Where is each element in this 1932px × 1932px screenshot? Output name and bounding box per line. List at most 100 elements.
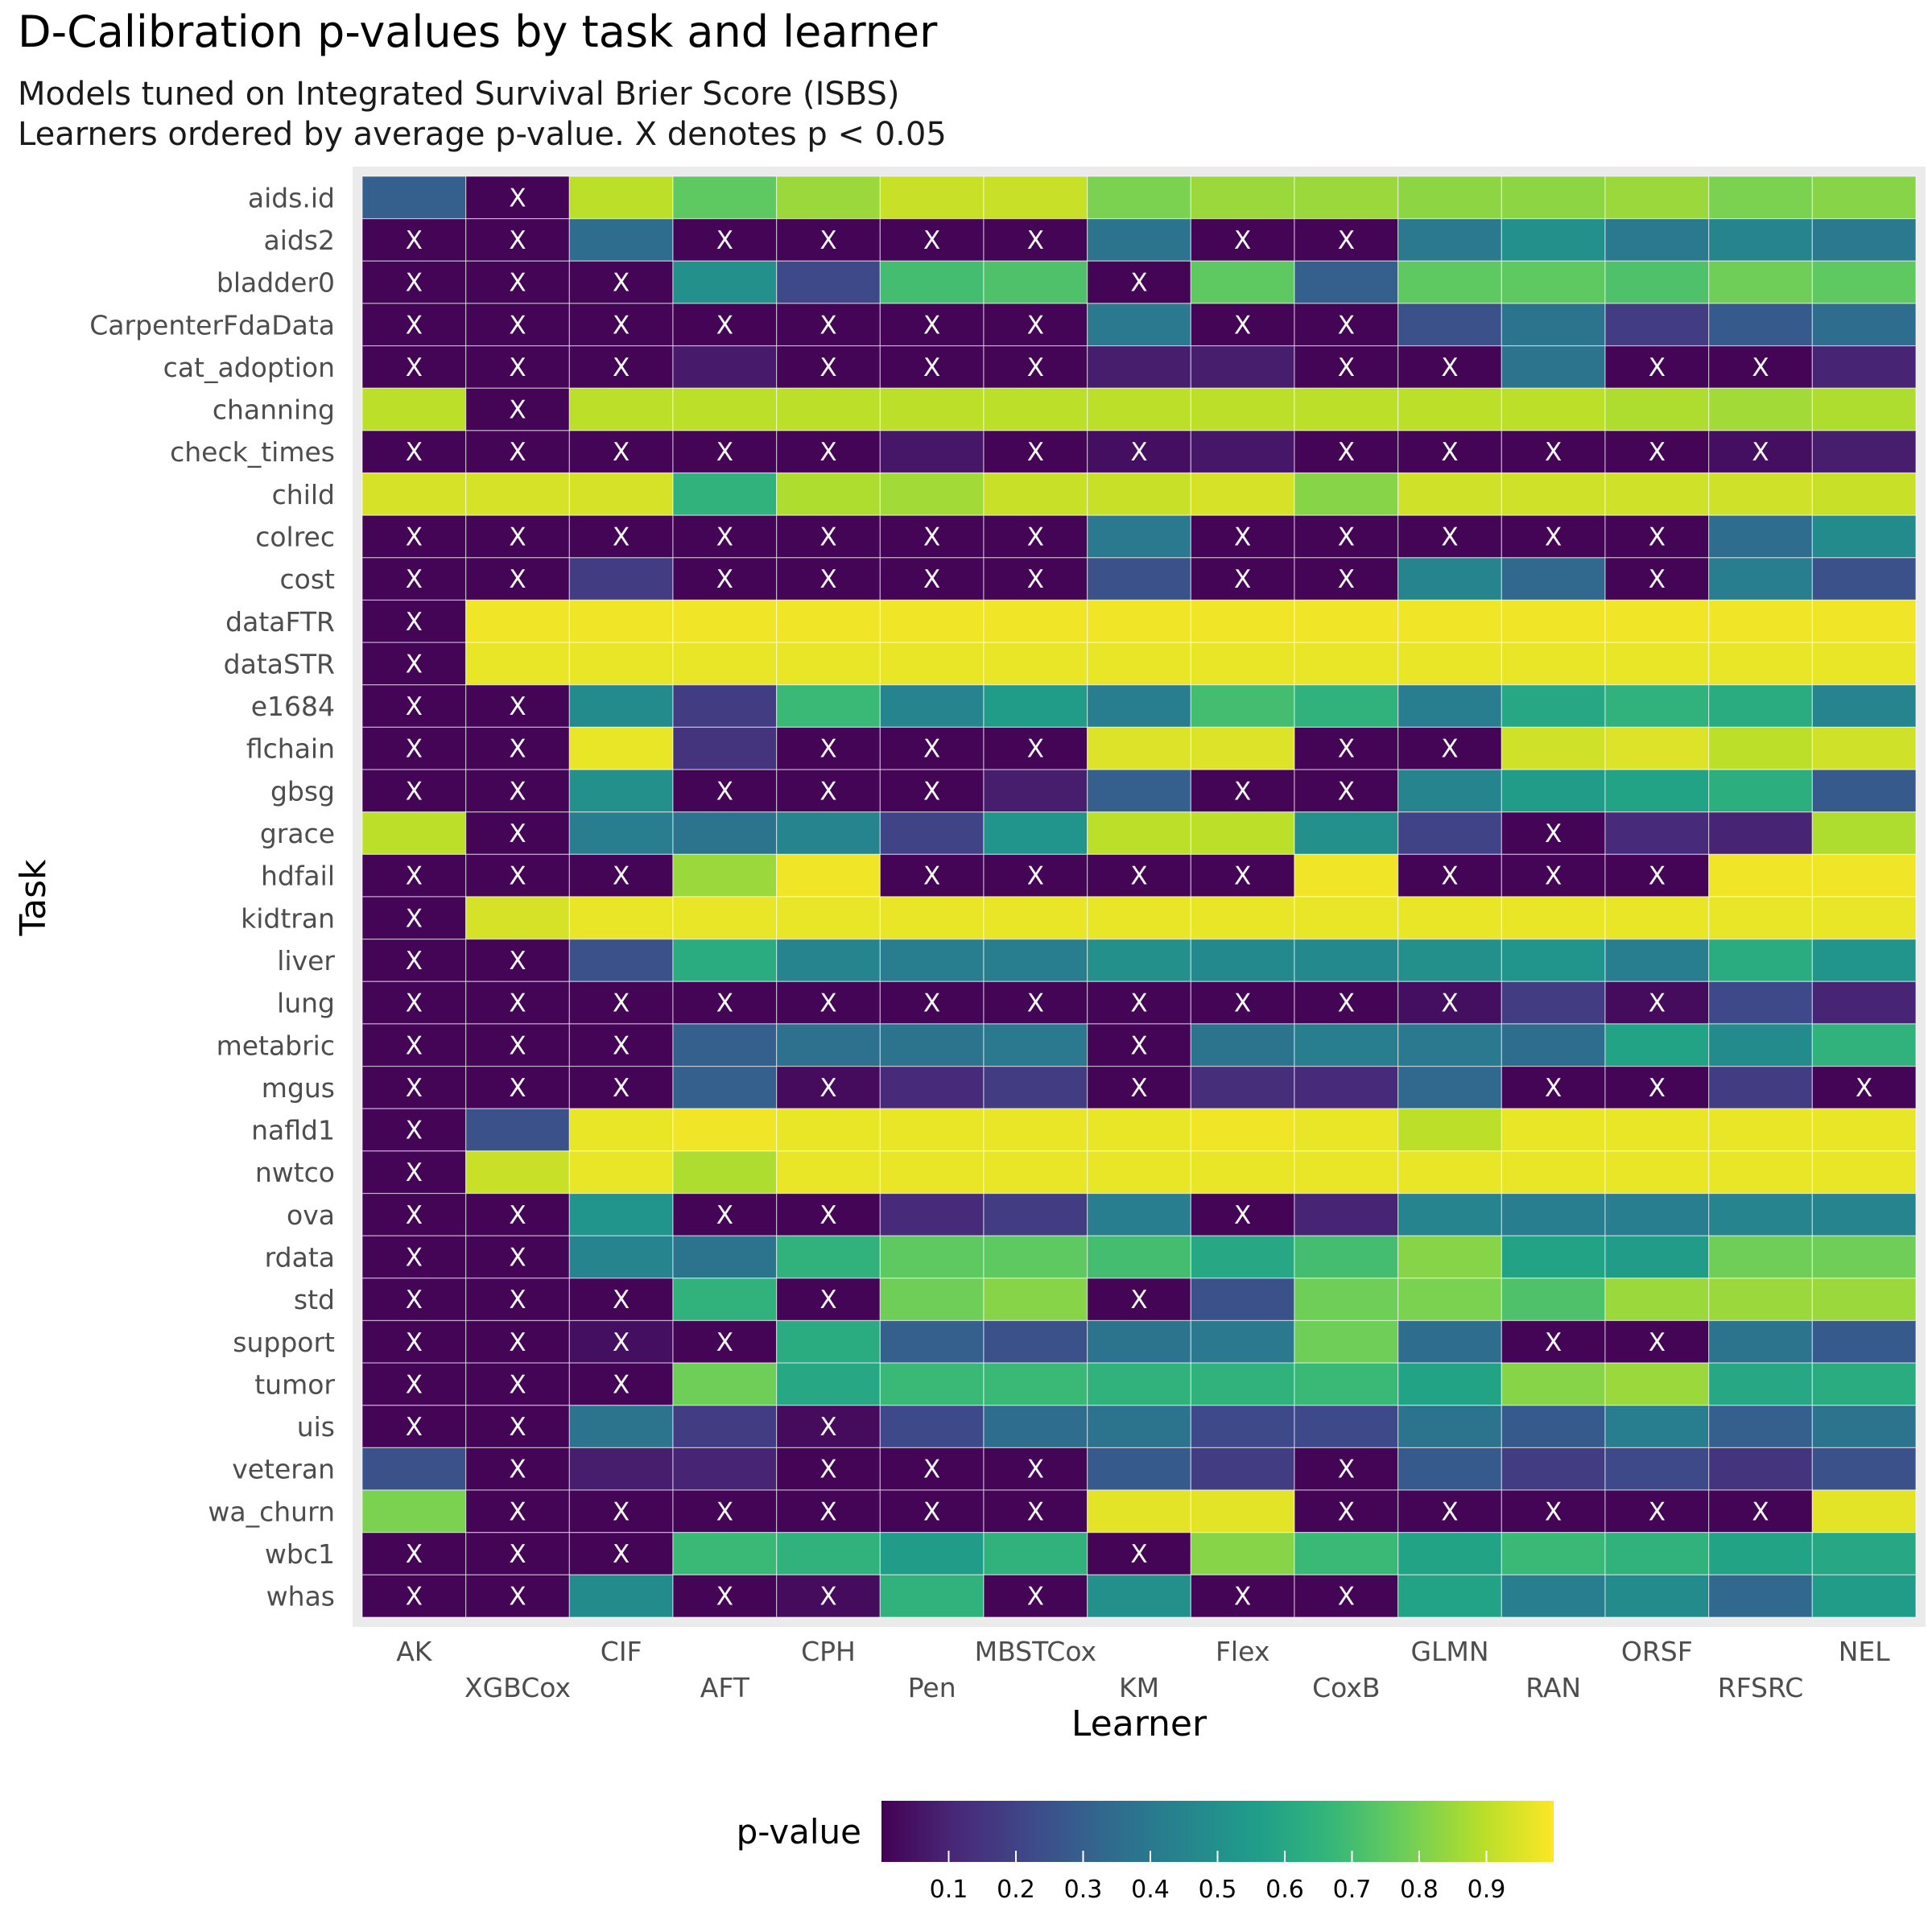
heatmap-cell [568, 853, 674, 898]
y-tick-label: aids.id [248, 182, 335, 213]
heatmap-cell [672, 1574, 778, 1618]
heatmap-cell [1190, 1447, 1295, 1491]
y-tick-label: cat_adoption [163, 352, 335, 383]
x-tick-label: AK [396, 1636, 433, 1667]
significance-marker: X [819, 226, 836, 255]
significance-marker: X [819, 735, 836, 764]
heatmap-cell [361, 514, 467, 559]
heatmap-cell [1501, 260, 1606, 304]
significance-marker: X [509, 819, 526, 848]
heatmap-cell [1294, 1319, 1399, 1364]
heatmap-cell [1811, 939, 1917, 982]
heatmap-cell [465, 1108, 570, 1152]
heatmap-cell [1501, 642, 1606, 686]
heatmap-cell [1811, 430, 1917, 474]
significance-marker: X [1338, 1497, 1355, 1526]
significance-marker: X [406, 777, 423, 806]
y-tick-label: bladder0 [217, 267, 335, 299]
significance-marker: X [1338, 353, 1355, 382]
heatmap-cell [672, 599, 778, 643]
heatmap-cell [1604, 345, 1710, 389]
significance-marker: X [1027, 523, 1044, 552]
heatmap-cell [1708, 514, 1813, 559]
heatmap-cell [361, 599, 467, 643]
heatmap-cell [672, 769, 778, 813]
significance-marker: X [1545, 1074, 1562, 1103]
heatmap-cell [1087, 769, 1191, 813]
heatmap-cell [1087, 1489, 1191, 1534]
heatmap-cell [1501, 1447, 1606, 1491]
heatmap-cell [465, 1532, 570, 1575]
heatmap-cell [568, 1150, 674, 1195]
heatmap-cell [361, 1065, 467, 1109]
significance-marker: X [1338, 438, 1355, 467]
significance-marker: X [716, 1497, 733, 1526]
significance-marker: X [1752, 438, 1769, 467]
color-legend: p-value 0.1 0.2 0.3 0.4 0.5 0.6 0.7 0.8 0.9 [737, 1801, 1554, 1904]
y-tick-label: rdata [265, 1242, 335, 1274]
heatmap-cell [1501, 175, 1606, 220]
heatmap-cell [465, 642, 570, 686]
heatmap-cell [1604, 472, 1710, 516]
heatmap-cell [1708, 218, 1813, 262]
heatmap-cell [1397, 218, 1502, 262]
significance-marker: X [1441, 353, 1458, 382]
heatmap-cell [568, 218, 674, 262]
significance-marker: X [406, 1540, 423, 1569]
heatmap-cell [361, 387, 467, 431]
heatmap-cell [776, 1489, 881, 1534]
heatmap-cell [983, 557, 1088, 601]
heatmap-cell [1501, 1278, 1606, 1322]
heatmap-cell [672, 853, 778, 898]
heatmap-cell [1294, 1447, 1399, 1491]
legend-tick-label: 0.1 [930, 1876, 968, 1904]
heatmap-cell [1190, 260, 1295, 304]
heatmap-cell [1604, 1362, 1710, 1406]
heatmap-cell [1604, 939, 1710, 982]
y-tick-label: tumor [254, 1368, 335, 1400]
significance-marker: X [1338, 777, 1355, 806]
heatmap-cell [1087, 1362, 1191, 1406]
heatmap-cell [1708, 684, 1813, 729]
heatmap-cell [568, 175, 674, 220]
heatmap-cell [879, 472, 985, 516]
heatmap-cell [1708, 1319, 1813, 1364]
heatmap-cell [672, 345, 778, 389]
heatmap-cell [776, 1362, 881, 1406]
heatmap-cell [568, 430, 674, 474]
chart-subtitle-line-2: Learners ordered by average p-value. X d… [18, 116, 947, 153]
heatmap-cell [1811, 387, 1917, 431]
x-axis-title: Learner [1071, 1703, 1208, 1744]
heatmap-cell [1087, 896, 1191, 940]
y-tick-label: whas [266, 1581, 335, 1612]
heatmap-cell [361, 1362, 467, 1406]
heatmap-cell [465, 1405, 570, 1449]
heatmap-cell [672, 1108, 778, 1152]
y-tick-label: metabric [217, 1030, 335, 1061]
heatmap-cell [983, 1150, 1088, 1195]
y-tick-label: colrec [255, 522, 335, 553]
heatmap-cell [672, 303, 778, 347]
heatmap-cell [465, 514, 570, 559]
heatmap-cell [1397, 387, 1502, 431]
heatmap-cell [1501, 726, 1606, 770]
heatmap-cell [1087, 1405, 1191, 1449]
significance-marker: X [1027, 353, 1044, 382]
heatmap-cell [1087, 472, 1191, 516]
heatmap-cell [983, 472, 1088, 516]
heatmap-cell [1501, 430, 1606, 474]
heatmap-cell [1294, 175, 1399, 220]
significance-marker: X [1234, 523, 1251, 552]
y-tick-label: veteran [232, 1454, 335, 1485]
heatmap-cell [672, 642, 778, 686]
heatmap-cell [1811, 1192, 1917, 1236]
significance-marker: X [509, 438, 526, 467]
heatmap-cell [361, 1574, 467, 1618]
heatmap-cell [879, 1489, 985, 1534]
heatmap-cell [1294, 1108, 1399, 1152]
heatmap-cell [1190, 1278, 1295, 1322]
heatmap-cell [361, 1489, 467, 1534]
heatmap-cell [1190, 1023, 1295, 1067]
heatmap-cell [1190, 1574, 1295, 1618]
significance-marker: X [613, 311, 630, 340]
